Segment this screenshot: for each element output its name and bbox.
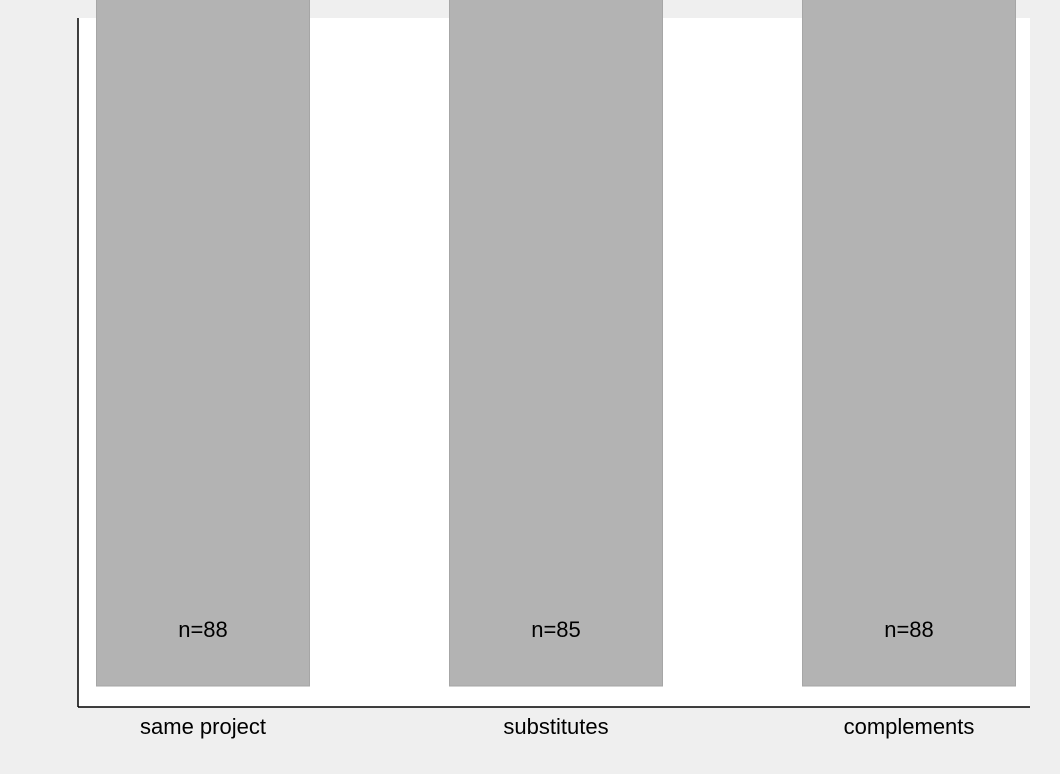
bar-labels: n=88 n=85 n=88	[178, 617, 934, 642]
bar	[802, 0, 1016, 687]
bar-n-label: n=85	[531, 617, 581, 642]
bar-n-label: n=88	[884, 617, 934, 642]
bar	[449, 0, 663, 687]
x-category-label: complements	[844, 714, 975, 739]
bars	[96, 0, 1016, 687]
x-category-label: same project	[140, 714, 266, 739]
bar-n-label: n=88	[178, 617, 228, 642]
x-category-label: substitutes	[503, 714, 608, 739]
bar	[96, 0, 310, 687]
